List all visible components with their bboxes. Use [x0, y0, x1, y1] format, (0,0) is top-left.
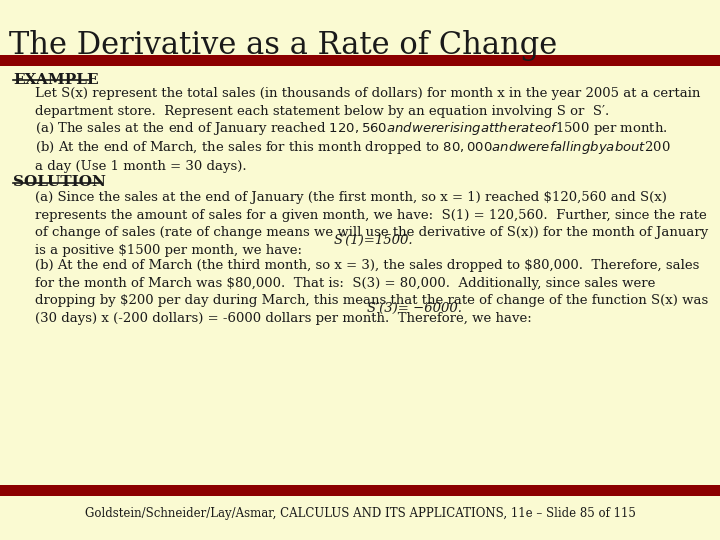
- Text: Let S(x) represent the total sales (in thousands of dollars) for month x in the : Let S(x) represent the total sales (in t…: [35, 87, 700, 118]
- Text: EXAMPLE: EXAMPLE: [13, 73, 99, 87]
- Text: (b) At the end of March (the third month, so x = 3), the sales dropped to $80,00: (b) At the end of March (the third month…: [35, 259, 708, 325]
- Text: SOLUTION: SOLUTION: [13, 176, 106, 190]
- Text: Goldstein/Schneider/Lay/Asmar, CALCULUS AND ITS APPLICATIONS, 11e – Slide 85 of : Goldstein/Schneider/Lay/Asmar, CALCULUS …: [84, 507, 636, 519]
- Text: S′(3)= −6000.: S′(3)= −6000.: [367, 302, 462, 315]
- Text: S′(1)=1500.: S′(1)=1500.: [334, 234, 414, 247]
- Text: (a) The sales at the end of January reached $120,560 and were rising at the rate: (a) The sales at the end of January reac…: [35, 120, 667, 137]
- Text: (b) At the end of March, the sales for this month dropped to $80,000 and were fa: (b) At the end of March, the sales for t…: [35, 139, 670, 173]
- Text: (a) Since the sales at the end of January (the first month, so x = 1) reached $1: (a) Since the sales at the end of Januar…: [35, 191, 708, 256]
- Text: The Derivative as a Rate of Change: The Derivative as a Rate of Change: [9, 30, 557, 60]
